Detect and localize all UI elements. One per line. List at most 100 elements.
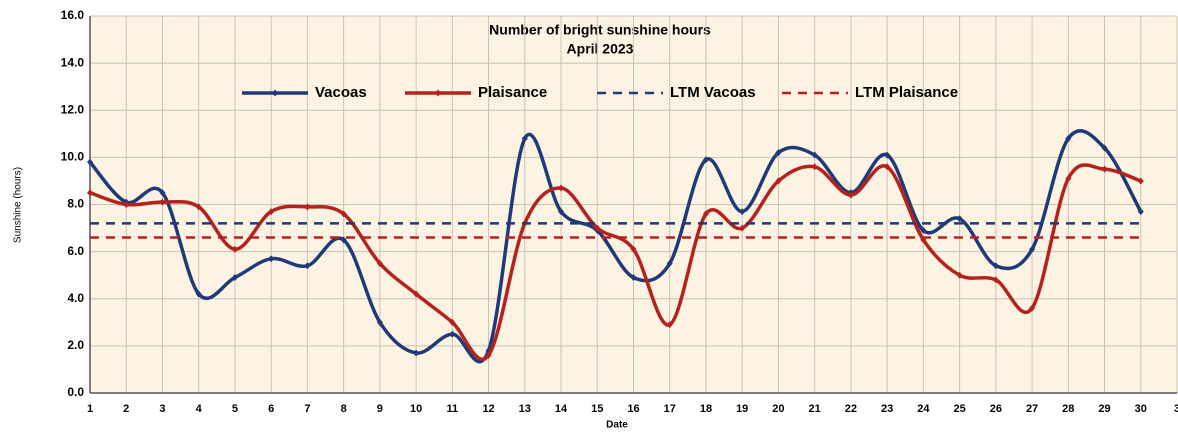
x-tick-label: 23 xyxy=(881,403,893,415)
point-marker xyxy=(304,203,311,211)
x-tick-label: 7 xyxy=(304,403,310,415)
point-marker xyxy=(884,163,891,171)
point-marker xyxy=(485,351,492,359)
x-tick-label: 3 xyxy=(159,403,165,415)
y-tick-label: 16.0 xyxy=(61,8,85,22)
point-marker xyxy=(449,318,456,326)
legend-marker xyxy=(435,89,441,97)
point-marker xyxy=(268,208,275,216)
point-marker xyxy=(1029,304,1036,312)
point-marker xyxy=(1137,177,1144,185)
point-marker xyxy=(413,349,420,357)
legend-label: LTM Vacoas xyxy=(670,84,756,101)
point-marker xyxy=(666,321,673,329)
y-tick-label: 0.0 xyxy=(67,385,84,399)
x-tick-label: 22 xyxy=(845,403,857,415)
point-marker xyxy=(558,184,565,192)
point-marker xyxy=(992,276,999,284)
y-tick-label: 12.0 xyxy=(61,102,85,116)
point-marker xyxy=(376,318,383,326)
point-marker xyxy=(413,290,420,298)
x-tick-label: 17 xyxy=(664,403,676,415)
point-marker xyxy=(159,189,166,197)
x-tick-label: 25 xyxy=(953,403,965,415)
x-tick-label: 20 xyxy=(772,403,784,415)
x-tick-label: 4 xyxy=(196,403,203,415)
point-marker xyxy=(195,203,202,211)
x-tick-label: 6 xyxy=(268,403,274,415)
x-tick-label: 18 xyxy=(700,403,712,415)
x-tick-label: 27 xyxy=(1026,403,1038,415)
point-marker xyxy=(775,149,782,157)
x-tick-label: 1 xyxy=(87,403,93,415)
y-tick-label: 14.0 xyxy=(61,55,85,69)
point-marker xyxy=(159,198,166,206)
point-marker xyxy=(231,245,238,253)
point-marker xyxy=(594,224,601,232)
point-marker xyxy=(666,259,673,267)
point-marker xyxy=(630,274,637,282)
x-tick-label: 26 xyxy=(990,403,1002,415)
y-tick-label: 8.0 xyxy=(67,197,84,211)
point-marker xyxy=(87,158,93,166)
x-tick-label: 11 xyxy=(447,403,459,415)
point-marker xyxy=(231,274,238,282)
legend-label: Plaisance xyxy=(478,84,547,101)
point-marker xyxy=(1101,144,1108,152)
legend-label: LTM Plaisance xyxy=(855,84,958,101)
x-tick-label: 21 xyxy=(809,403,821,415)
point-marker xyxy=(739,208,746,216)
point-marker xyxy=(1029,245,1036,253)
point-marker xyxy=(1065,175,1072,183)
point-marker xyxy=(195,290,202,298)
y-axis-label: Sunshine (hours) xyxy=(13,167,24,243)
x-tick-label: 8 xyxy=(341,403,347,415)
point-marker xyxy=(811,163,818,171)
x-axis-label: Date xyxy=(606,420,628,431)
point-marker xyxy=(630,245,637,253)
point-marker xyxy=(1137,208,1144,216)
x-tick-label: 13 xyxy=(519,403,531,415)
legend-label: Vacoas xyxy=(315,84,367,101)
point-marker xyxy=(340,210,347,218)
point-marker xyxy=(87,189,93,197)
point-marker xyxy=(920,226,927,234)
y-tick-label: 2.0 xyxy=(67,338,84,352)
x-tick-label: 15 xyxy=(591,403,603,415)
x-tick-label: 14 xyxy=(555,403,568,415)
x-tick-label: 19 xyxy=(736,403,748,415)
x-tick-label: 9 xyxy=(377,403,383,415)
point-marker xyxy=(992,262,999,270)
point-marker xyxy=(1101,165,1108,173)
point-marker xyxy=(956,271,963,279)
y-tick-label: 4.0 xyxy=(67,291,84,305)
chart-title: Number of bright sunshine hours xyxy=(489,22,711,38)
point-marker xyxy=(376,259,383,267)
point-marker xyxy=(123,201,130,208)
point-marker xyxy=(847,191,854,199)
point-marker xyxy=(304,262,311,270)
x-tick-label: 29 xyxy=(1098,403,1110,415)
point-marker xyxy=(1065,135,1072,143)
point-marker xyxy=(558,208,565,216)
point-marker xyxy=(268,255,275,263)
point-marker xyxy=(702,156,709,164)
x-tick-label: 10 xyxy=(410,403,422,415)
x-tick-label: 12 xyxy=(482,403,494,415)
point-marker xyxy=(775,177,782,185)
x-tick-label: 24 xyxy=(917,403,930,415)
point-marker xyxy=(811,151,818,159)
y-tick-label: 6.0 xyxy=(67,244,84,258)
chart-subtitle: April 2023 xyxy=(567,41,634,57)
x-tick-label: 5 xyxy=(232,403,238,415)
point-marker xyxy=(884,151,891,159)
point-marker xyxy=(956,215,963,223)
x-tick-label: 16 xyxy=(627,403,639,415)
x-tick-label: 28 xyxy=(1062,403,1074,415)
x-tick-label: 30 xyxy=(1135,403,1147,415)
x-tick-label: 2 xyxy=(123,403,129,415)
x-tick-label: 3 xyxy=(1174,403,1178,415)
point-marker xyxy=(702,210,709,218)
point-marker xyxy=(521,135,528,143)
